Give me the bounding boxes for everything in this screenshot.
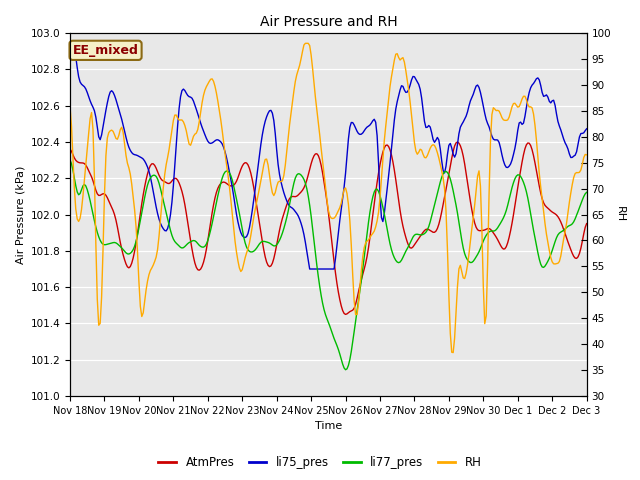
X-axis label: Time: Time — [315, 421, 342, 432]
Legend: AtmPres, li75_pres, li77_pres, RH: AtmPres, li75_pres, li77_pres, RH — [154, 452, 486, 474]
Title: Air Pressure and RH: Air Pressure and RH — [259, 15, 397, 29]
Line: li77_pres: li77_pres — [70, 160, 587, 370]
Y-axis label: Air Pressure (kPa): Air Pressure (kPa) — [15, 165, 25, 264]
Line: RH: RH — [70, 43, 587, 353]
Text: EE_mixed: EE_mixed — [72, 44, 138, 57]
Line: li75_pres: li75_pres — [70, 50, 587, 269]
Y-axis label: RH: RH — [615, 206, 625, 223]
Line: AtmPres: AtmPres — [70, 142, 587, 314]
